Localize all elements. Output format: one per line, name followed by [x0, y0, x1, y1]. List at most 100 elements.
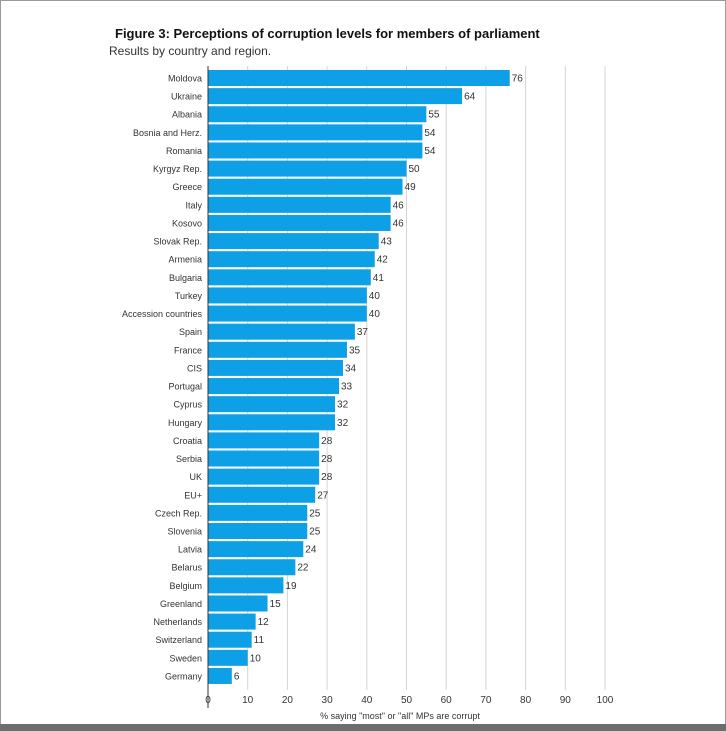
- x-tick-label-60: 60: [441, 695, 453, 706]
- value-label-albania: 55: [428, 110, 440, 121]
- value-label-slovak-rep: 43: [381, 237, 393, 248]
- bar-bosnia-and-herz: [208, 124, 423, 141]
- category-label-ukraine: Ukraine: [171, 92, 202, 102]
- category-label-kyrgyz-rep: Kyrgyz Rep.: [153, 164, 202, 174]
- category-label-accession-countries: Accession countries: [122, 309, 203, 319]
- category-label-armenia: Armenia: [168, 255, 202, 265]
- bar-france: [208, 341, 347, 358]
- category-label-netherlands: Netherlands: [153, 617, 202, 627]
- bar-italy: [208, 196, 391, 213]
- category-label-portugal: Portugal: [168, 382, 202, 392]
- category-label-eu: EU+: [184, 490, 202, 500]
- bar-belarus: [208, 559, 296, 576]
- value-label-serbia: 28: [321, 454, 333, 465]
- bar-slovak-rep: [208, 233, 379, 250]
- category-label-italy: Italy: [185, 200, 202, 210]
- bar-greece: [208, 178, 403, 195]
- bar-netherlands: [208, 613, 256, 630]
- category-label-turkey: Turkey: [175, 291, 203, 301]
- category-label-cyprus: Cyprus: [173, 400, 202, 410]
- value-label-turkey: 40: [369, 291, 381, 302]
- value-label-belarus: 22: [297, 563, 309, 574]
- bar-kosovo: [208, 214, 391, 231]
- value-label-cyprus: 32: [337, 400, 349, 411]
- category-label-slovak-rep: Slovak Rep.: [153, 237, 202, 247]
- category-label-slovenia: Slovenia: [167, 527, 202, 537]
- value-label-portugal: 33: [341, 382, 353, 393]
- x-tick-label-80: 80: [520, 695, 532, 706]
- category-label-belgium: Belgium: [169, 581, 202, 591]
- category-label-greenland: Greenland: [160, 599, 202, 609]
- bar-eu: [208, 486, 316, 503]
- bar-belgium: [208, 577, 284, 594]
- value-label-greece: 49: [405, 182, 417, 193]
- bottom-band: [0, 724, 726, 731]
- category-label-bulgaria: Bulgaria: [169, 273, 202, 283]
- value-label-accession-countries: 40: [369, 309, 381, 320]
- x-tick-label-90: 90: [560, 695, 572, 706]
- value-label-romania: 54: [424, 146, 436, 157]
- category-label-spain: Spain: [179, 327, 202, 337]
- chart-subtitle: Results by country and region.: [109, 44, 272, 58]
- x-tick-label-10: 10: [242, 695, 254, 706]
- x-tick-label-70: 70: [480, 695, 492, 706]
- category-label-czech-rep: Czech Rep.: [155, 508, 202, 518]
- bar-turkey: [208, 287, 367, 304]
- category-label-cis: CIS: [187, 363, 202, 373]
- bar-cis: [208, 359, 343, 376]
- chart-title: Figure 3: Perceptions of corruption leve…: [115, 26, 540, 41]
- bar-germany: [208, 667, 232, 684]
- bar-romania: [208, 142, 423, 159]
- category-label-sweden: Sweden: [169, 653, 202, 663]
- value-label-eu: 27: [317, 490, 329, 501]
- bar-hungary: [208, 414, 336, 431]
- category-label-switzerland: Switzerland: [155, 635, 202, 645]
- bar-portugal: [208, 378, 340, 395]
- bar-ukraine: [208, 88, 463, 105]
- bar-greenland: [208, 595, 268, 612]
- bar-croatia: [208, 432, 320, 449]
- category-label-kosovo: Kosovo: [172, 218, 202, 228]
- value-label-uk: 28: [321, 472, 333, 483]
- x-tick-label-0: 0: [205, 695, 211, 706]
- value-label-kosovo: 46: [393, 218, 405, 229]
- value-label-france: 35: [349, 345, 361, 356]
- bar-sweden: [208, 649, 248, 666]
- value-label-bosnia-and-herz: 54: [424, 128, 436, 139]
- bar-albania: [208, 106, 427, 123]
- category-label-uk: UK: [189, 472, 202, 482]
- x-tick-label-20: 20: [282, 695, 294, 706]
- bar-kyrgyz-rep: [208, 160, 407, 177]
- value-label-hungary: 32: [337, 418, 349, 429]
- category-label-belarus: Belarus: [171, 563, 202, 573]
- bar-spain: [208, 323, 355, 340]
- bar-czech-rep: [208, 504, 308, 521]
- category-label-bosnia-and-herz: Bosnia and Herz.: [133, 128, 202, 138]
- value-label-italy: 46: [393, 200, 405, 211]
- x-axis-label: % saying "most" or "all" MPs are corrupt: [320, 711, 480, 721]
- bar-slovenia: [208, 523, 308, 539]
- value-label-kyrgyz-rep: 50: [409, 164, 421, 175]
- value-label-germany: 6: [234, 671, 240, 682]
- value-label-moldova: 76: [512, 74, 524, 85]
- value-label-switzerland: 11: [254, 635, 265, 646]
- x-tick-label-100: 100: [597, 695, 614, 706]
- value-label-netherlands: 12: [258, 617, 270, 628]
- value-label-cis: 34: [345, 363, 357, 374]
- bar-bulgaria: [208, 269, 371, 286]
- category-label-croatia: Croatia: [173, 436, 202, 446]
- value-label-latvia: 24: [305, 545, 317, 556]
- category-label-greece: Greece: [172, 182, 202, 192]
- value-label-spain: 37: [357, 327, 369, 338]
- bar-serbia: [208, 450, 320, 467]
- bar-uk: [208, 468, 320, 485]
- value-label-slovenia: 25: [309, 527, 321, 538]
- bar-switzerland: [208, 631, 252, 648]
- category-label-romania: Romania: [166, 146, 202, 156]
- value-label-sweden: 10: [250, 653, 262, 664]
- category-label-hungary: Hungary: [168, 418, 203, 428]
- category-label-germany: Germany: [165, 671, 203, 681]
- bar-cyprus: [208, 396, 336, 413]
- bar-armenia: [208, 251, 375, 268]
